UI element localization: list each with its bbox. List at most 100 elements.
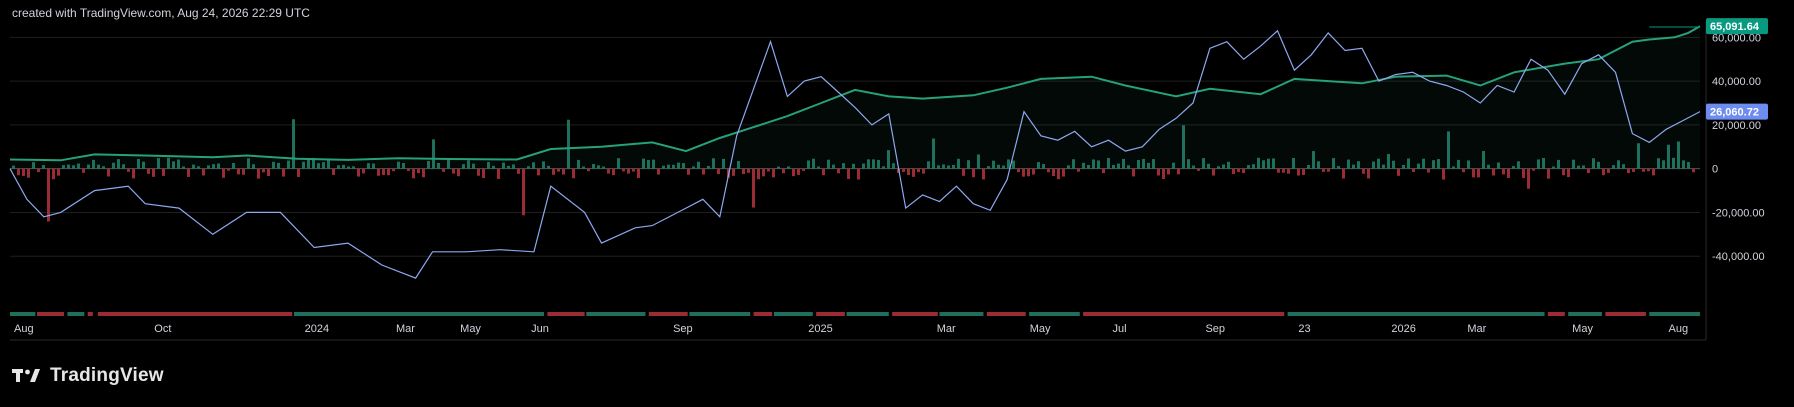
volume-bar [372,163,375,169]
volume-bar [1652,168,1655,176]
volume-bar [1097,160,1100,169]
trend-strip-segment [939,312,984,316]
x-tick-label: Aug [14,323,34,335]
volume-bar [692,166,695,169]
volume-bar [672,164,675,169]
volume-bar [1352,164,1355,169]
volume-bar [1052,168,1055,176]
volume-bar [1267,158,1270,169]
volume-bar [1542,157,1545,169]
volume-bar [377,168,380,176]
volume-bar [742,168,745,175]
trend-strip-segment [87,312,93,316]
volume-bar [627,168,630,174]
volume-bar [552,168,555,175]
volume-bar [1247,165,1250,169]
volume-bar [1397,168,1400,176]
volume-bar [1687,162,1690,169]
volume-bar [847,168,850,179]
volume-bar [492,165,495,169]
volume-bar [292,119,295,169]
volume-bar [382,168,385,176]
volume-bar [872,159,875,169]
volume-bar [107,168,110,177]
volume-bar [717,168,720,175]
volume-bar [297,168,300,177]
volume-bar [1532,168,1535,171]
volume-bar [1492,168,1495,176]
blue-price-tag [1706,103,1768,120]
y-tick-label: 60,000.00 [1712,32,1761,44]
volume-bar [592,163,595,169]
volume-bar [1657,158,1660,169]
volume-bar [547,165,550,169]
trend-strip-segment [773,312,813,316]
volume-bar [1442,168,1445,180]
y-axis: 60,000.00 40,000.00 20,000.00 0 -20,000.00 -4… [1712,32,1765,263]
volume-bar [1182,125,1185,169]
volume-bar [1407,158,1410,169]
volume-bar [1522,168,1525,179]
volume-bar [577,159,580,169]
volume-bar [1242,168,1245,174]
volume-bar [1157,168,1160,176]
volume-bar [1102,168,1105,174]
x-tick-label: Jul [1113,323,1127,335]
volume-layer [12,119,1695,222]
price-tags: 65,091.64 26,060.72 [1649,18,1768,120]
volume-bar [1547,168,1550,179]
brand-logo[interactable]: TradingView [12,365,164,387]
volume-bar [1477,168,1480,178]
volume-bar [122,164,125,169]
trend-strip-segment [1287,312,1545,316]
volume-bar [247,158,250,169]
volume-bar [152,168,155,177]
volume-bar [612,168,615,176]
volume-bar [522,168,525,216]
brand-name: TradingView [50,365,164,386]
volume-bar [947,165,950,169]
volume-bar [892,163,895,169]
volume-bar [447,157,450,169]
volume-bar [857,168,860,180]
volume-bar [797,168,800,175]
x-tick-label: Aug [1669,323,1689,335]
volume-bar [1432,160,1435,169]
volume-bar [812,158,815,169]
volume-bar [667,164,670,169]
volume-bar [127,168,130,172]
volume-bar [787,166,790,169]
volume-bar [952,164,955,169]
volume-bar [1207,163,1210,169]
volume-bar [162,168,165,176]
volume-bar [47,168,50,222]
x-tick-label: May [1030,323,1051,335]
volume-bar [1127,165,1130,169]
volume-bar [682,163,685,169]
volume-bar [1252,164,1255,169]
x-tick-label: Sep [1205,323,1225,335]
volume-bar [647,160,650,169]
volume-bar [1367,168,1370,179]
volume-bar [1597,161,1600,169]
volume-bar [252,164,255,169]
volume-bar [752,168,755,208]
volume-bar [1452,166,1455,169]
volume-bar [357,168,360,177]
volume-bar [942,164,945,169]
trend-strip-segment [1568,312,1602,316]
volume-bar [1577,165,1580,169]
volume-bar [1682,160,1685,169]
volume-bar [1177,168,1180,175]
volume-bar [1417,163,1420,169]
volume-bar [572,168,575,179]
trend-strip-segment [1547,312,1565,316]
volume-bar [992,160,995,169]
volume-bar [922,168,925,174]
volume-bar [677,162,680,169]
volume-bar [702,168,705,175]
volume-bar [767,168,770,172]
volume-bar [657,168,660,175]
volume-bar [907,168,910,176]
